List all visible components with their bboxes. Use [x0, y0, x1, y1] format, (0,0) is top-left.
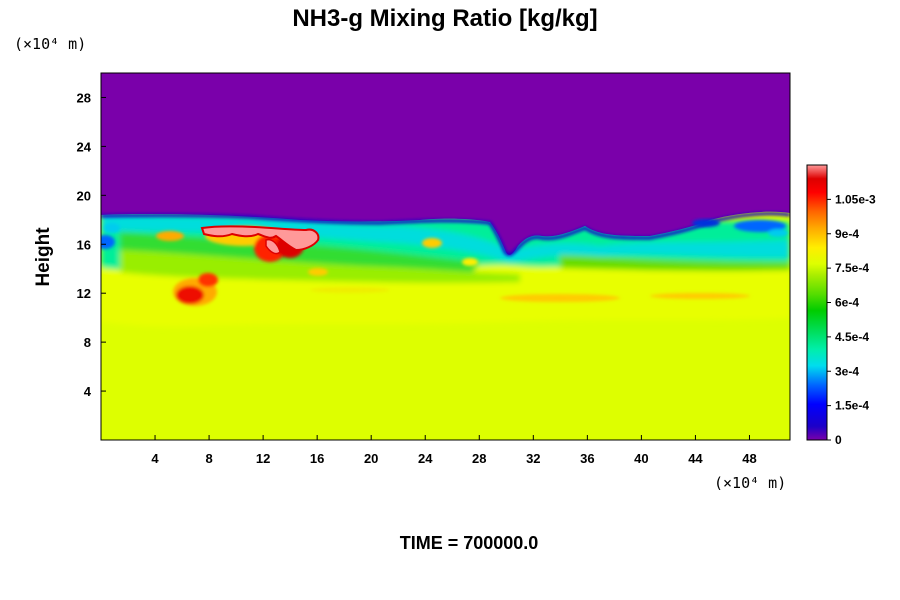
x-tick-label: 44 — [688, 451, 703, 466]
colorbar — [806, 164, 828, 441]
colorbar-tick-label: 6e-4 — [835, 296, 859, 310]
time-label: TIME = 700000.0 — [400, 533, 539, 553]
y-tick-label: 8 — [84, 335, 91, 350]
x-tick-label: 32 — [526, 451, 540, 466]
y-axis-label: Height — [33, 227, 54, 287]
x-tick-label: 8 — [205, 451, 212, 466]
x-tick-label: 24 — [418, 451, 433, 466]
y-axis-unit: (×10⁴ m) — [14, 35, 86, 53]
x-tick-label: 12 — [256, 451, 270, 466]
y-tick-label: 4 — [84, 384, 92, 399]
x-tick-label: 4 — [151, 451, 159, 466]
y-tick-label: 24 — [77, 139, 92, 154]
colorbar-tick-label: 0 — [835, 433, 842, 447]
colorbar-tick-label: 3e-4 — [835, 364, 859, 378]
y-tick-label: 28 — [77, 90, 91, 105]
x-tick-label: 36 — [580, 451, 594, 466]
x-tick-label: 28 — [472, 451, 486, 466]
y-tick-label: 12 — [77, 286, 91, 301]
x-tick-label: 40 — [634, 451, 648, 466]
x-axis-unit: (×10⁴ m) — [714, 474, 786, 492]
colorbar-tick-label: 7.5e-4 — [835, 261, 869, 275]
colorbar-tick-label: 4.5e-4 — [835, 330, 869, 344]
chart-title: NH3-g Mixing Ratio [kg/kg] — [292, 5, 597, 32]
x-tick-label: 20 — [364, 451, 378, 466]
colorbar-tick-label: 9e-4 — [835, 227, 859, 241]
colorbar-tick-label: 1.5e-4 — [835, 399, 869, 413]
x-tick-label: 16 — [310, 451, 324, 466]
field-upper-layer — [101, 73, 790, 255]
plot-area — [101, 73, 790, 440]
y-tick-label: 16 — [77, 237, 91, 252]
y-tick-label: 20 — [77, 188, 91, 203]
x-tick-label: 48 — [742, 451, 756, 466]
colorbar-tick-label: 1.05e-3 — [835, 192, 876, 206]
